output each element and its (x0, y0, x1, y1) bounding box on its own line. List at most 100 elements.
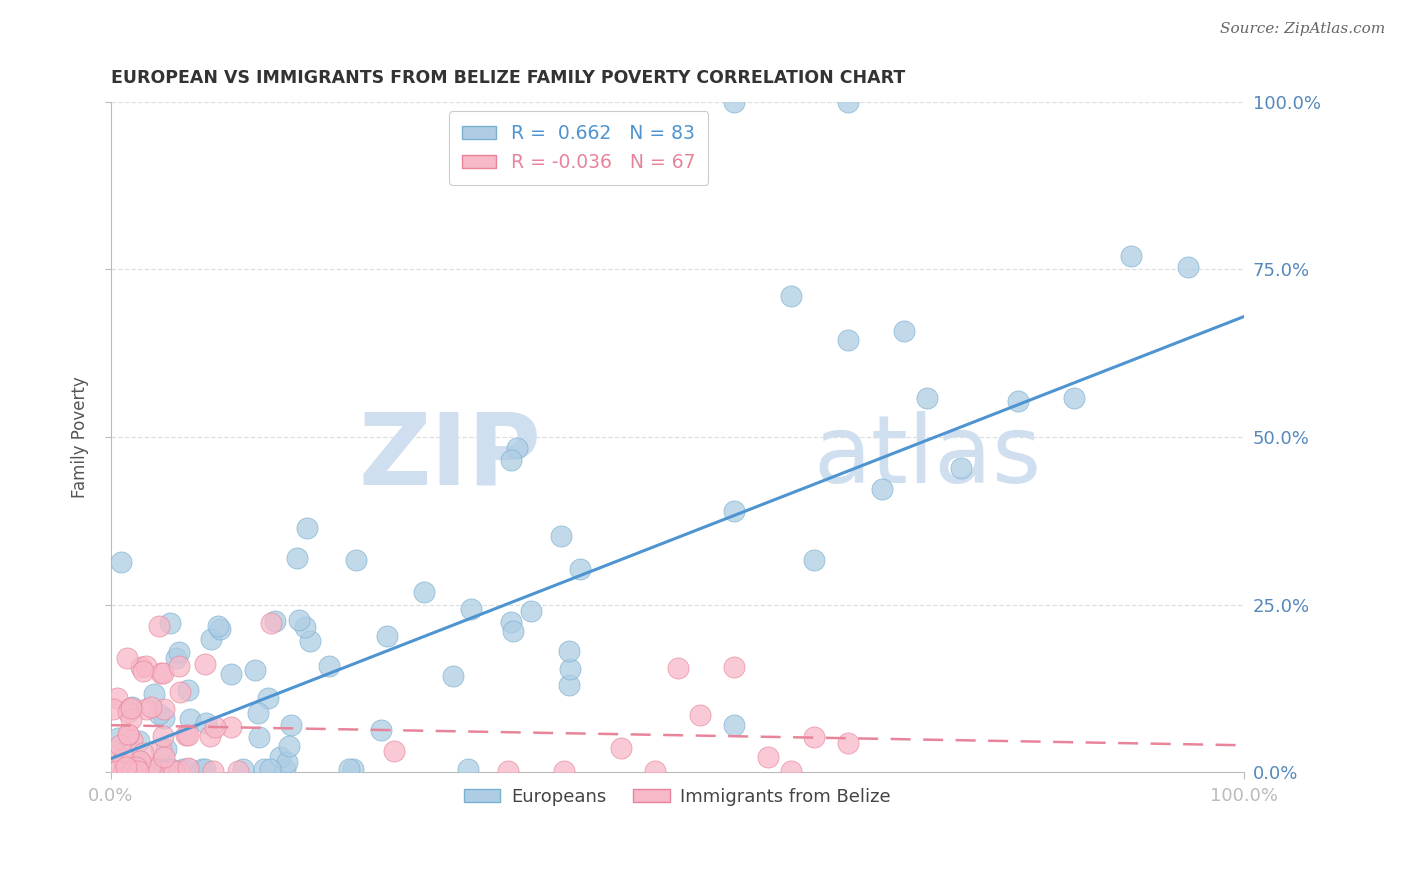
Point (569, 562, 592, 576)
Point (112, 756, 135, 771)
Point (1119, 249, 1142, 263)
Point (298, 634, 321, 648)
Point (129, 660, 152, 674)
Point (141, 699, 163, 714)
Point (152, 729, 174, 743)
Point (101, 701, 124, 715)
Point (837, 95, 859, 109)
Point (153, 764, 176, 778)
Point (280, 718, 302, 732)
Point (1063, 391, 1085, 405)
Point (893, 324, 915, 338)
Point (246, 706, 269, 720)
Point (149, 742, 172, 756)
Legend: Europeans, Immigrants from Belize: Europeans, Immigrants from Belize (457, 780, 898, 814)
Point (194, 762, 217, 776)
Point (141, 764, 163, 778)
Point (191, 762, 214, 776)
Point (153, 702, 176, 716)
Point (139, 762, 162, 776)
Point (558, 678, 581, 692)
Point (132, 746, 155, 760)
Point (167, 764, 190, 778)
Point (107, 731, 129, 746)
Point (460, 602, 482, 616)
Point (138, 760, 160, 774)
Point (689, 707, 711, 722)
Point (200, 632, 222, 646)
Point (558, 644, 581, 658)
Point (128, 733, 150, 747)
Point (148, 619, 170, 633)
Point (110, 555, 132, 569)
Point (152, 666, 174, 681)
Point (723, 95, 745, 109)
Point (152, 711, 174, 725)
Point (121, 764, 143, 778)
Point (120, 701, 142, 715)
Point (253, 762, 276, 776)
Point (149, 665, 172, 680)
Point (135, 701, 157, 715)
Point (120, 764, 142, 778)
Point (780, 764, 803, 778)
Point (124, 760, 146, 774)
Point (177, 761, 200, 775)
Point (121, 733, 143, 747)
Point (644, 764, 666, 778)
Point (160, 762, 183, 776)
Point (949, 460, 972, 475)
Point (105, 764, 128, 778)
Point (142, 687, 165, 701)
Point (285, 550, 308, 565)
Point (550, 528, 572, 542)
Point (167, 645, 190, 659)
Point (129, 755, 152, 769)
Point (195, 716, 218, 731)
Point (179, 712, 201, 726)
Point (101, 744, 124, 758)
Point (176, 728, 198, 742)
Point (177, 683, 200, 698)
Point (132, 664, 155, 678)
Point (337, 762, 360, 776)
Point (155, 742, 177, 756)
Point (115, 650, 138, 665)
Point (111, 752, 134, 766)
Point (803, 730, 825, 744)
Point (143, 762, 166, 776)
Point (232, 762, 254, 776)
Text: Source: ZipAtlas.com: Source: ZipAtlas.com (1219, 22, 1385, 37)
Point (120, 713, 142, 727)
Text: EUROPEAN VS IMMIGRANTS FROM BELIZE FAMILY POVERTY CORRELATION CHART: EUROPEAN VS IMMIGRANTS FROM BELIZE FAMIL… (111, 69, 905, 87)
Point (502, 624, 524, 638)
Point (870, 482, 893, 496)
Point (159, 616, 181, 631)
Point (121, 764, 143, 778)
Point (263, 614, 285, 628)
Point (148, 706, 170, 721)
Point (1007, 394, 1029, 409)
Point (221, 720, 243, 734)
Point (260, 615, 283, 630)
Point (375, 629, 398, 643)
Point (243, 663, 266, 677)
Point (837, 334, 859, 348)
Point (129, 762, 152, 776)
Point (117, 728, 139, 742)
Point (117, 705, 139, 719)
Point (112, 764, 135, 778)
Point (666, 661, 689, 675)
Point (288, 613, 311, 627)
Point (318, 659, 340, 673)
Point (837, 736, 859, 750)
Point (194, 657, 217, 671)
Point (496, 764, 519, 778)
Point (803, 553, 825, 567)
Point (558, 662, 581, 676)
Point (172, 762, 194, 776)
Point (115, 764, 138, 778)
Point (520, 604, 543, 618)
Point (344, 553, 367, 567)
Point (153, 749, 176, 764)
